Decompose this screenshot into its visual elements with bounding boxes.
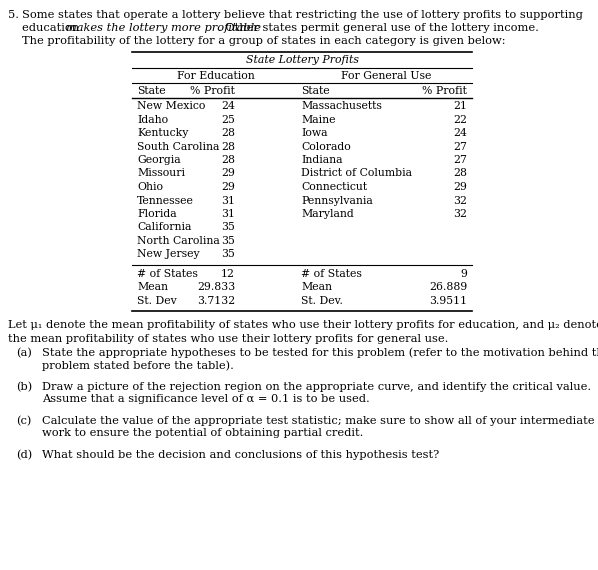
Text: 28: 28 (221, 155, 235, 165)
Text: makes the lottery more profitable: makes the lottery more profitable (66, 23, 261, 33)
Text: Some states that operate a lottery believe that restricting the use of lottery p: Some states that operate a lottery belie… (22, 10, 583, 20)
Text: the mean profitability of states who use their lottery profits for general use.: the mean profitability of states who use… (8, 333, 448, 344)
Text: Missouri: Missouri (137, 169, 185, 178)
Text: Connecticut: Connecticut (301, 182, 367, 192)
Text: 24: 24 (453, 128, 467, 138)
Text: St. Dev.: St. Dev. (301, 296, 343, 306)
Text: Maryland: Maryland (301, 209, 354, 219)
Text: Florida: Florida (137, 209, 176, 219)
Text: Mean: Mean (137, 283, 168, 292)
Text: Pennsylvania: Pennsylvania (301, 196, 373, 206)
Text: 29: 29 (221, 182, 235, 192)
Text: 3.7132: 3.7132 (197, 296, 235, 306)
Text: Idaho: Idaho (137, 115, 168, 124)
Text: 32: 32 (453, 196, 467, 206)
Text: 27: 27 (453, 155, 467, 165)
Text: 12: 12 (221, 269, 235, 279)
Text: # of States: # of States (137, 269, 198, 279)
Text: % Profit: % Profit (422, 86, 467, 96)
Text: California: California (137, 222, 191, 233)
Text: Kentucky: Kentucky (137, 128, 188, 138)
Text: Colorado: Colorado (301, 141, 351, 152)
Text: North Carolina: North Carolina (137, 236, 219, 246)
Text: problem stated before the table).: problem stated before the table). (42, 360, 234, 371)
Text: District of Columbia: District of Columbia (301, 169, 412, 178)
Text: % Profit: % Profit (190, 86, 235, 96)
Text: . Other states permit general use of the lottery income.: . Other states permit general use of the… (218, 23, 539, 33)
Text: Ohio: Ohio (137, 182, 163, 192)
Text: 3.9511: 3.9511 (429, 296, 467, 306)
Text: 31: 31 (221, 209, 235, 219)
Text: New Mexico: New Mexico (137, 101, 205, 111)
Text: education: education (22, 23, 83, 33)
Text: 22: 22 (453, 115, 467, 124)
Text: Massachusetts: Massachusetts (301, 101, 382, 111)
Text: 26.889: 26.889 (429, 283, 467, 292)
Text: South Carolina: South Carolina (137, 141, 219, 152)
Text: 35: 35 (221, 236, 235, 246)
Text: State Lottery Profits: State Lottery Profits (246, 55, 358, 65)
Text: (b): (b) (16, 381, 32, 392)
Text: State the appropriate hypotheses to be tested for this problem (refer to the mot: State the appropriate hypotheses to be t… (42, 348, 598, 358)
Text: 28: 28 (221, 141, 235, 152)
Text: Draw a picture of the rejection region on the appropriate curve, and identify th: Draw a picture of the rejection region o… (42, 381, 591, 392)
Text: State: State (301, 86, 329, 96)
Text: (a): (a) (16, 348, 32, 358)
Text: 29.833: 29.833 (197, 283, 235, 292)
Text: For Education: For Education (177, 71, 255, 81)
Text: work to ensure the potential of obtaining partial credit.: work to ensure the potential of obtainin… (42, 429, 364, 438)
Text: 9: 9 (460, 269, 467, 279)
Text: 27: 27 (453, 141, 467, 152)
Text: 35: 35 (221, 222, 235, 233)
Text: 24: 24 (221, 101, 235, 111)
Text: For General Use: For General Use (341, 71, 431, 81)
Text: Indiana: Indiana (301, 155, 343, 165)
Text: (c): (c) (16, 416, 31, 426)
Text: What should be the decision and conclusions of this hypothesis test?: What should be the decision and conclusi… (42, 450, 440, 459)
Text: The profitability of the lottery for a group of states in each category is given: The profitability of the lottery for a g… (22, 36, 505, 46)
Text: 29: 29 (453, 182, 467, 192)
Text: (d): (d) (16, 450, 32, 460)
Text: 5.: 5. (8, 10, 19, 20)
Text: Maine: Maine (301, 115, 335, 124)
Text: Mean: Mean (301, 283, 332, 292)
Text: 32: 32 (453, 209, 467, 219)
Text: Iowa: Iowa (301, 128, 328, 138)
Text: Tennessee: Tennessee (137, 196, 194, 206)
Text: # of States: # of States (301, 269, 362, 279)
Text: 21: 21 (453, 101, 467, 111)
Text: 25: 25 (221, 115, 235, 124)
Text: Calculate the value of the appropriate test statistic; make sure to show all of : Calculate the value of the appropriate t… (42, 416, 594, 425)
Text: 31: 31 (221, 196, 235, 206)
Text: 28: 28 (453, 169, 467, 178)
Text: 29: 29 (221, 169, 235, 178)
Text: St. Dev: St. Dev (137, 296, 177, 306)
Text: Assume that a significance level of α = 0.1 is to be used.: Assume that a significance level of α = … (42, 394, 370, 405)
Text: Georgia: Georgia (137, 155, 181, 165)
Text: Let μ₁ denote the mean profitability of states who use their lottery profits for: Let μ₁ denote the mean profitability of … (8, 320, 598, 331)
Text: State: State (137, 86, 166, 96)
Text: 28: 28 (221, 128, 235, 138)
Text: New Jersey: New Jersey (137, 250, 200, 259)
Text: 35: 35 (221, 250, 235, 259)
